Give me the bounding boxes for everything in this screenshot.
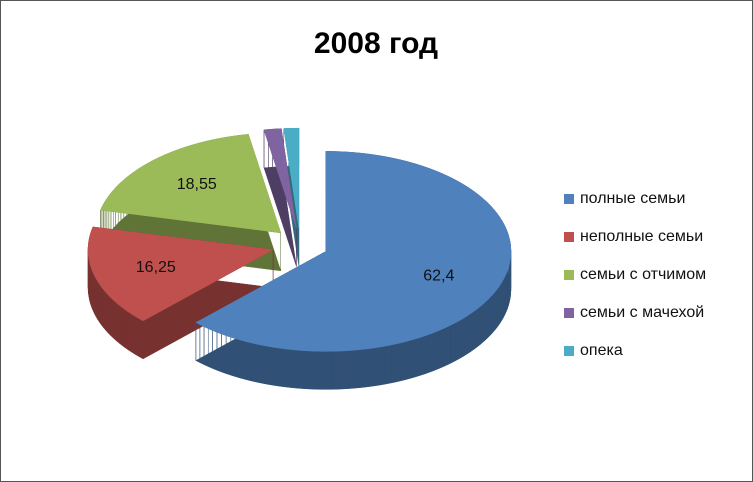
slice	[87, 226, 274, 322]
slice	[195, 151, 512, 352]
slice	[283, 127, 300, 229]
legend-swatch	[564, 232, 574, 242]
legend-swatch	[564, 270, 574, 280]
data-label: 62,4	[423, 268, 454, 285]
legend-swatch	[564, 308, 574, 318]
data-label: 16,25	[136, 259, 176, 276]
legend-label: семьи с мачехой	[580, 304, 704, 321]
legend-label: опека	[580, 342, 623, 359]
legend-swatch	[564, 194, 574, 204]
chart-title: 2008 год	[314, 27, 438, 60]
slice	[100, 134, 282, 234]
legend-swatch	[564, 346, 574, 356]
legend-label: неполные семьи	[580, 228, 703, 245]
legend-label: семьи с отчимом	[580, 266, 706, 283]
data-label: 18,55	[177, 176, 217, 193]
legend-label: полные семьи	[580, 190, 685, 207]
slice	[263, 128, 297, 229]
